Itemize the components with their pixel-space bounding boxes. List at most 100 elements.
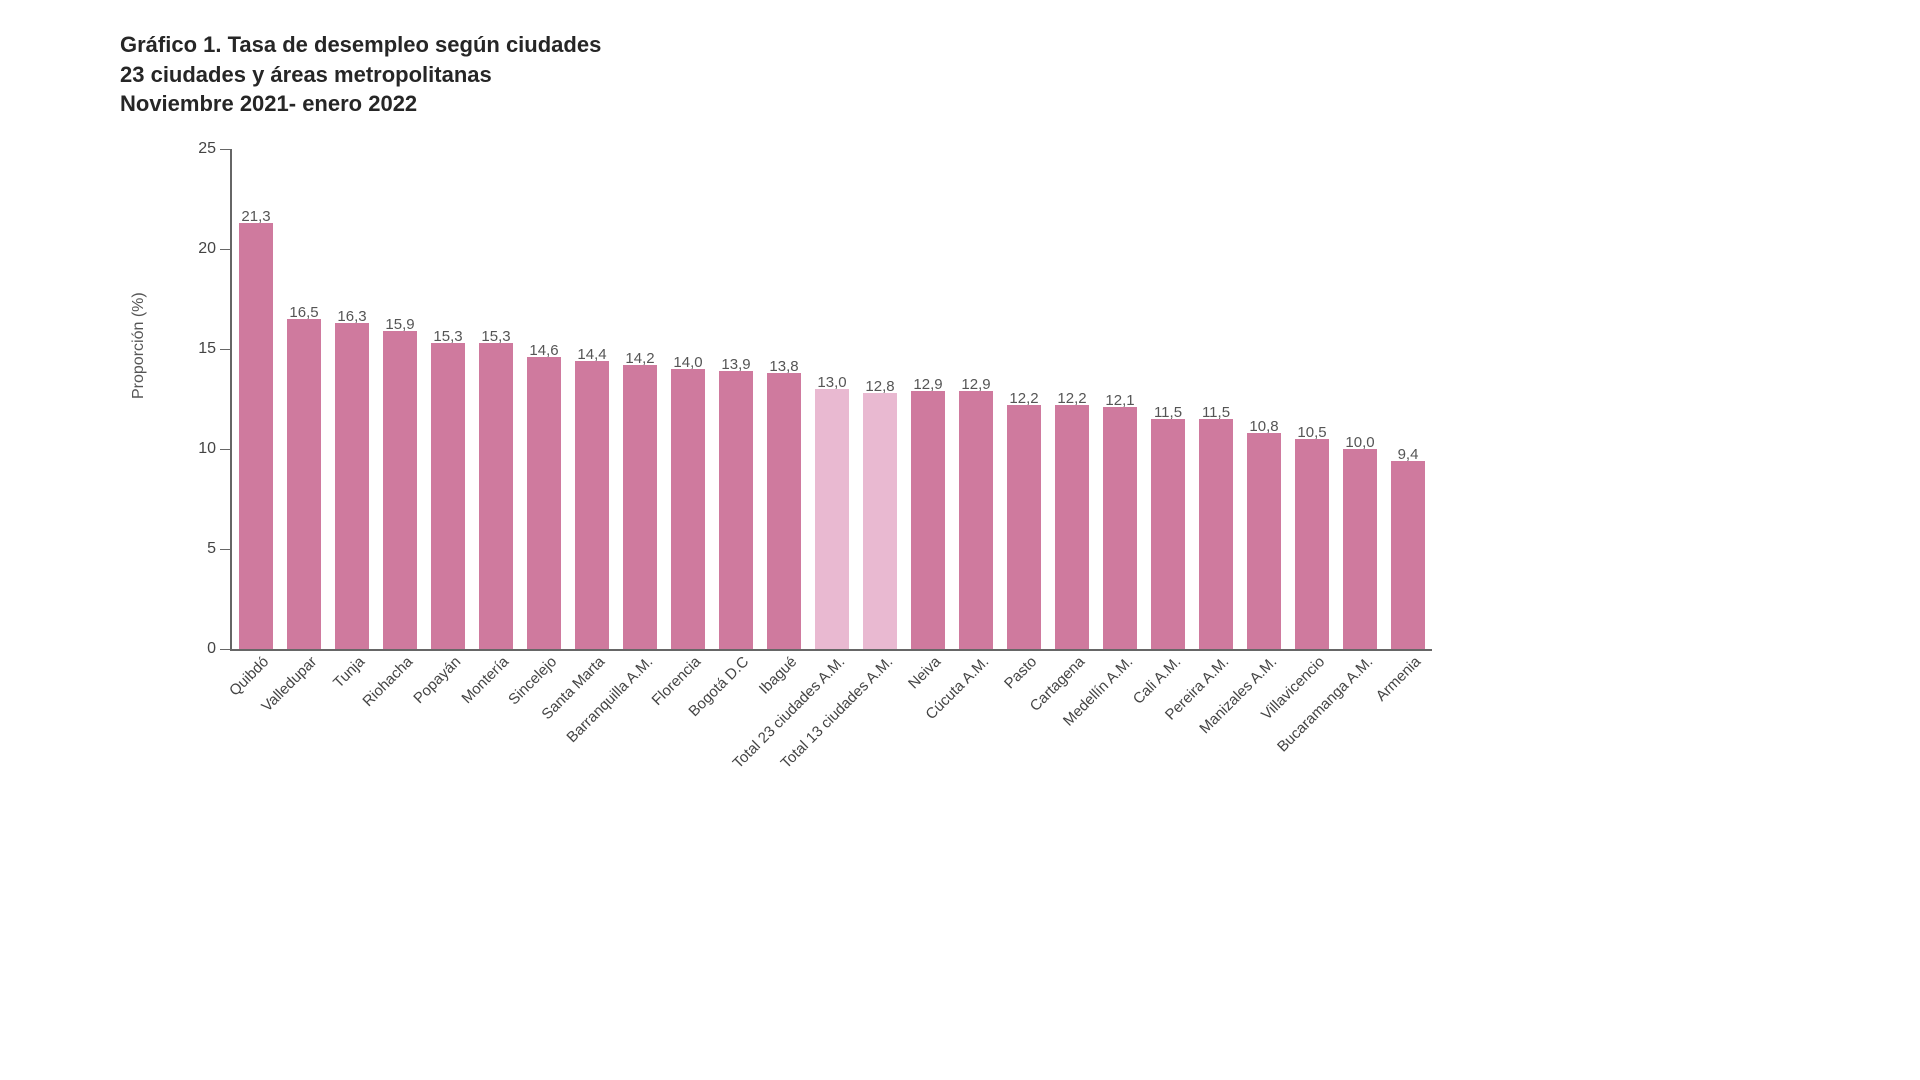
bar	[335, 323, 369, 649]
y-tick	[220, 349, 232, 350]
chart-title-line2: 23 ciudades y áreas metropolitanas	[120, 60, 1820, 90]
bar	[239, 223, 273, 649]
y-tick	[220, 449, 232, 450]
bar-slot: 10,8Manizales A.M.	[1240, 149, 1288, 649]
y-tick-label: 0	[176, 640, 216, 658]
chart-title-line3: Noviembre 2021- enero 2022	[120, 89, 1820, 119]
bar	[1199, 419, 1233, 649]
bars-container: 21,3Quibdó16,5Valledupar16,3Tunja15,9Rio…	[232, 149, 1432, 649]
bar-slot: 10,5Villavicencio	[1288, 149, 1336, 649]
bar-slot: 12,2Pasto	[1000, 149, 1048, 649]
x-axis-category-label: Riohacha	[359, 653, 416, 710]
bar	[383, 331, 417, 649]
bar-slot: 13,8Ibagué	[760, 149, 808, 649]
x-axis-category-label: Pasto	[1001, 653, 1040, 692]
bar-slot: 11,5Cali A.M.	[1144, 149, 1192, 649]
bar-value-label: 14,6	[529, 342, 558, 359]
bar-slot: 9,4Armenia	[1384, 149, 1432, 649]
bar-value-label: 12,9	[961, 376, 990, 393]
bar-value-label: 12,2	[1057, 390, 1086, 407]
bar-value-label: 16,5	[289, 304, 318, 321]
bar	[959, 391, 993, 649]
bar	[1007, 405, 1041, 649]
chart-title-line1: Gráfico 1. Tasa de desempleo según ciuda…	[120, 30, 1820, 60]
y-tick	[220, 149, 232, 150]
bar	[911, 391, 945, 649]
x-axis-category-label: Popayán	[410, 653, 464, 707]
x-axis-category-label: Montería	[458, 653, 512, 707]
bar	[527, 357, 561, 649]
bar-slot: 14,0Florencia	[664, 149, 712, 649]
bar-slot: 14,2Barranquilla A.M.	[616, 149, 664, 649]
bar-value-label: 14,4	[577, 346, 606, 363]
bar-slot: 13,0Total 23 ciudades A.M.	[808, 149, 856, 649]
bar-value-label: 15,3	[481, 328, 510, 345]
bar-slot: 16,5Valledupar	[280, 149, 328, 649]
bar	[1343, 449, 1377, 649]
chart-area: Proporción (%) 21,3Quibdó16,5Valledupar1…	[170, 149, 1820, 869]
bar-value-label: 14,0	[673, 354, 702, 371]
bar	[671, 369, 705, 649]
bar-value-label: 12,1	[1105, 392, 1134, 409]
y-tick	[220, 549, 232, 550]
bar	[1055, 405, 1089, 649]
bar-value-label: 12,2	[1009, 390, 1038, 407]
bar	[1151, 419, 1185, 649]
bar-value-label: 10,5	[1297, 424, 1326, 441]
bar	[1295, 439, 1329, 649]
bar-value-label: 21,3	[241, 208, 270, 225]
bar-value-label: 11,5	[1202, 404, 1230, 421]
plot-area: 21,3Quibdó16,5Valledupar16,3Tunja15,9Rio…	[230, 149, 1432, 651]
bar-slot: 12,9Cúcuta A.M.	[952, 149, 1000, 649]
y-tick-label: 25	[176, 140, 216, 158]
bar-value-label: 13,0	[817, 374, 846, 391]
bar-slot: 10,0Bucaramanga A.M.	[1336, 149, 1384, 649]
bar-slot: 15,3Montería	[472, 149, 520, 649]
bar-slot: 11,5Pereira A.M.	[1192, 149, 1240, 649]
bar-slot: 21,3Quibdó	[232, 149, 280, 649]
chart-figure: Gráfico 1. Tasa de desempleo según ciuda…	[0, 0, 1920, 889]
bar-slot: 12,1Medellín A.M.	[1096, 149, 1144, 649]
y-tick-label: 10	[176, 440, 216, 458]
x-axis-category-label: Armenia	[1373, 653, 1425, 705]
bar-value-label: 13,9	[721, 356, 750, 373]
bar	[431, 343, 465, 649]
bar	[719, 371, 753, 649]
bar-value-label: 9,4	[1398, 446, 1419, 463]
bar-value-label: 10,0	[1345, 434, 1374, 451]
bar-value-label: 14,2	[625, 350, 654, 367]
bar-slot: 16,3Tunja	[328, 149, 376, 649]
bar-value-label: 13,8	[769, 358, 798, 375]
bar-slot: 15,3Popayán	[424, 149, 472, 649]
bar-slot: 15,9Riohacha	[376, 149, 424, 649]
y-tick-label: 5	[176, 540, 216, 558]
bar	[863, 393, 897, 649]
x-axis-category-label: Ibagué	[756, 653, 800, 697]
bar-slot: 12,8Total 13 ciudades A.M.	[856, 149, 904, 649]
bar-slot: 13,9Bogotá D.C	[712, 149, 760, 649]
y-tick	[220, 649, 232, 650]
x-axis-category-label: Tunja	[330, 653, 368, 691]
y-tick-label: 15	[176, 340, 216, 358]
bar-value-label: 15,9	[385, 316, 414, 333]
bar-value-label: 11,5	[1154, 404, 1182, 421]
x-axis-category-label: Neiva	[905, 653, 944, 692]
bar	[1247, 433, 1281, 649]
x-axis-category-label: Quibdó	[226, 653, 272, 699]
bar-value-label: 16,3	[337, 308, 366, 325]
bar-slot: 12,2Cartagena	[1048, 149, 1096, 649]
y-tick-label: 20	[176, 240, 216, 258]
y-axis-label: Proporción (%)	[130, 292, 148, 399]
y-tick	[220, 249, 232, 250]
bar-value-label: 12,8	[865, 378, 894, 395]
x-axis-category-label: Barranquilla A.M.	[563, 653, 656, 746]
bar	[575, 361, 609, 649]
bar	[815, 389, 849, 649]
bar-slot: 12,9Neiva	[904, 149, 952, 649]
bar	[287, 319, 321, 649]
bar-value-label: 15,3	[433, 328, 462, 345]
bar-slot: 14,4Santa Marta	[568, 149, 616, 649]
bar	[479, 343, 513, 649]
chart-title-block: Gráfico 1. Tasa de desempleo según ciuda…	[120, 30, 1820, 119]
bar-slot: 14,6Sincelejo	[520, 149, 568, 649]
